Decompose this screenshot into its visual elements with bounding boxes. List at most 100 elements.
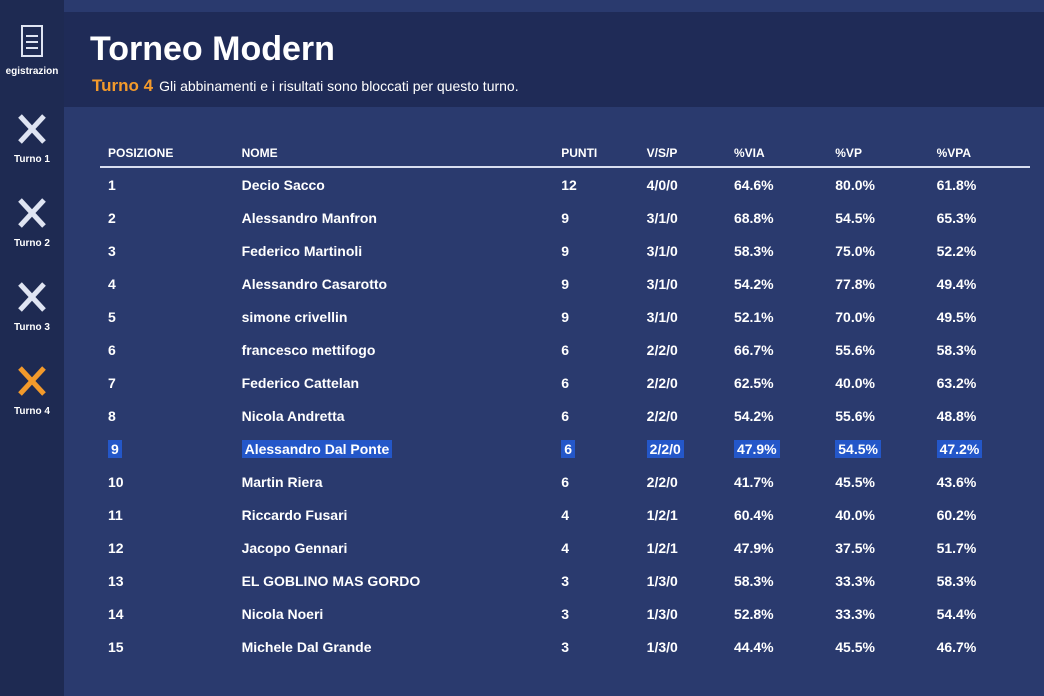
column-header[interactable]: PUNTI [553,140,639,168]
cell-text: 49.5% [936,308,977,325]
cell-text: Riccardo Fusari [241,506,348,523]
column-header[interactable]: %VP [827,140,929,168]
cell-text: 58.3% [936,341,977,358]
sidebar-item[interactable]: Turno 4 [0,362,64,417]
table-row[interactable]: 13 EL GOBLINO MAS GORDO 3 1/3/0 58.3% 33.3% 58… [100,564,1030,597]
table-cell: 40.0% [827,366,928,399]
table-row[interactable]: 15 Michele Dal Grande 3 1/3/0 44.4% 45.5% 46.7… [100,630,1030,663]
cell-text: 4 [108,275,116,292]
table-cell: 54.5% [827,432,928,465]
table-cell: 46.7% [929,630,1030,663]
table-row[interactable]: 5 simone crivellin 9 3/1/0 52.1% 70.0% 49.5% [100,300,1030,333]
table-cell: 4 [553,498,638,531]
table-row[interactable]: 7 Federico Cattelan 6 2/2/0 62.5% 40.0% 63.2% [100,366,1030,399]
cell-text: 55.6% [835,341,875,358]
cell-text: francesco mettifogo [241,341,376,358]
table-cell: 9 [553,234,638,267]
cell-text: 4/0/0 [646,176,678,193]
cell-text: EL GOBLINO MAS GORDO [241,572,421,589]
cell-text: 3/1/0 [646,209,678,226]
table-row[interactable]: 9 Alessandro Dal Ponte 6 2/2/0 47.9% 54.5% 47.… [100,432,1030,465]
table-cell: 43.6% [929,465,1030,498]
table-row[interactable]: 6 francesco mettifogo 6 2/2/0 66.7% 55.6% 58.3… [100,333,1030,366]
table-row[interactable]: 2 Alessandro Manfron 9 3/1/0 68.8% 54.5% 65.3% [100,201,1030,234]
table-cell: Michele Dal Grande [234,630,554,663]
sidebar-item[interactable]: Turno 2 [0,194,64,249]
table-cell: 58.3% [726,564,827,597]
cell-text: 3 [108,242,116,259]
table-cell: 48.8% [929,399,1030,432]
cell-text: 6 [561,439,576,458]
cell-text: 9 [561,209,570,226]
cell-text: 54.2% [733,275,774,292]
table-cell: 58.3% [929,333,1030,366]
cell-text: 1/2/1 [646,539,678,556]
table-cell: 11 [100,498,234,531]
cell-text: 60.4% [733,506,774,523]
cell-text: 1/3/0 [646,572,678,589]
column-header[interactable]: NOME [233,140,554,168]
table-cell: 6 [553,399,638,432]
sidebar-item[interactable]: Turno 3 [0,278,64,333]
cell-text: 75.0% [835,242,875,259]
sidebar-label: egistrazion [5,66,59,77]
cell-text: 40.0% [835,506,875,523]
table-row[interactable]: 14 Nicola Noeri 3 1/3/0 52.8% 33.3% 54.4% [100,597,1030,630]
table-row[interactable]: 12 Jacopo Gennari 4 1/2/1 47.9% 37.5% 51.7% [100,531,1030,564]
cell-text: 58.3% [733,242,774,259]
table-row[interactable]: 10 Martin Riera 6 2/2/0 41.7% 45.5% 43.6% [100,465,1030,498]
table-cell: Jacopo Gennari [234,531,554,564]
table-row[interactable]: 8 Nicola Andretta 6 2/2/0 54.2% 55.6% 48.8% [100,399,1030,432]
table-cell: 2/2/0 [639,465,726,498]
cell-text: 5 [108,308,116,325]
column-header[interactable]: %VIA [725,140,828,168]
cell-text: 47.9% [733,439,780,458]
table-cell: 4/0/0 [639,167,726,201]
cell-text: 70.0% [835,308,875,325]
table-cell: 60.4% [726,498,827,531]
cell-text: 51.7% [936,539,977,556]
sidebar-label: Turno 3 [14,322,50,333]
cell-text: 52.2% [936,242,977,259]
cell-text: 12 [108,539,124,556]
table-cell: 2/2/0 [639,399,726,432]
table-row[interactable]: 11 Riccardo Fusari 4 1/2/1 60.4% 40.0% 60.2% [100,498,1030,531]
cell-text: 55.6% [835,407,875,424]
table-cell: 52.1% [726,300,827,333]
table-cell: 6 [553,333,638,366]
table-cell: 12 [553,167,638,201]
icon [18,282,46,312]
sidebar-item[interactable]: egistrazion [0,22,64,77]
table-cell: 63.2% [929,366,1030,399]
icon [18,198,46,228]
table-cell: 6 [553,432,638,465]
table-cell: 1/2/1 [639,498,726,531]
table-cell: 5 [100,300,234,333]
column-header[interactable]: %VPA [928,140,1030,168]
cell-text: 40.0% [835,374,875,391]
table-cell: 2/2/0 [639,366,726,399]
column-header[interactable]: V/S/P [638,140,726,168]
table-row[interactable]: 4 Alessandro Casarotto 9 3/1/0 54.2% 77.8% 49.… [100,267,1030,300]
cell-text: 9 [561,242,570,259]
cell-text: 41.7% [733,473,774,490]
cell-text: 45.5% [835,638,875,655]
table-cell: 3/1/0 [639,234,726,267]
table-cell: 9 [553,300,638,333]
table-row[interactable]: 3 Federico Martinoli 9 3/1/0 58.3% 75.0% 52.2% [100,234,1030,267]
table-row[interactable]: 1 Decio Sacco 12 4/0/0 64.6% 80.0% 61.8% [100,167,1030,201]
table-cell: Alessandro Dal Ponte [234,432,554,465]
table-cell: 54.2% [726,399,827,432]
table-cell: Nicola Andretta [234,399,554,432]
table-cell: 45.5% [827,465,928,498]
sidebar-item[interactable]: Turno 1 [0,110,64,165]
table-cell: 52.2% [929,234,1030,267]
table-cell: 41.7% [726,465,827,498]
table-cell: Martin Riera [234,465,554,498]
column-header[interactable]: POSIZIONE [100,140,234,168]
table-cell: 1/3/0 [639,564,726,597]
cell-text: 54.5% [835,209,875,226]
table-cell: 3 [553,630,638,663]
cell-text: Alessandro Manfron [241,209,377,226]
cell-text: 62.5% [733,374,774,391]
